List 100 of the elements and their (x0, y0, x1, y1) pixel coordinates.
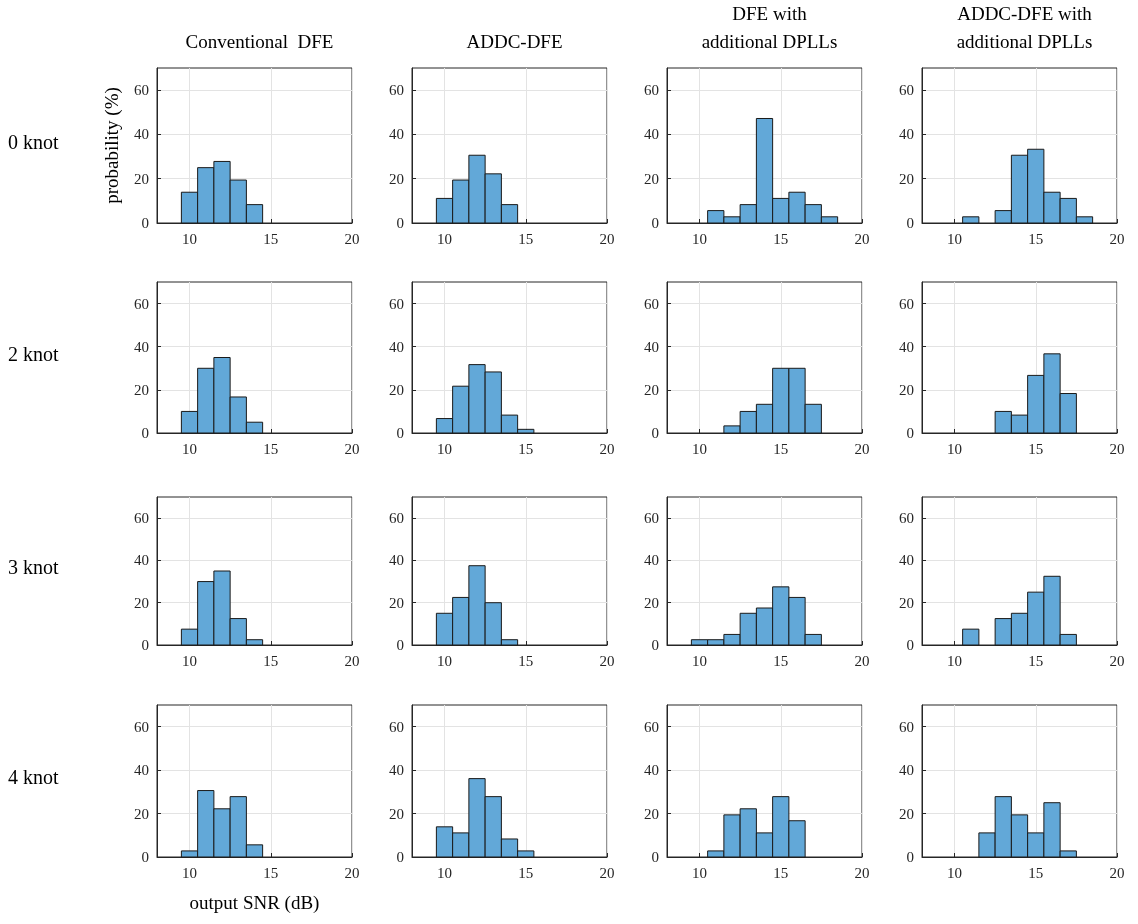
y-tick-label: 60 (644, 510, 659, 527)
x-tick-label: 20 (854, 230, 870, 247)
y-tick-label: 20 (644, 805, 659, 822)
x-tick-label: 15 (263, 864, 279, 881)
y-tick-label: 40 (134, 552, 149, 569)
x-tick-label: 15 (263, 230, 279, 247)
y-tick-label: 60 (899, 295, 914, 312)
y-tick-label: 0 (651, 637, 659, 653)
y-tick-label: 20 (644, 594, 659, 611)
y-tick-label: 0 (141, 215, 149, 231)
chart-title: DFE with additional DPLLs (701, 2, 838, 52)
y-tick-label: 0 (906, 425, 914, 441)
y-tick-label: 60 (899, 718, 914, 735)
y-tick-label: 60 (899, 82, 914, 99)
y-axis-title: probability (%) (101, 87, 123, 204)
y-tick-label: 60 (389, 510, 404, 527)
x-tick-label: 10 (947, 230, 962, 247)
y-tick-label: 40 (134, 126, 149, 143)
y-tick-label: 20 (899, 594, 914, 611)
x-tick-label: 20 (344, 864, 360, 881)
x-tick-label: 15 (518, 230, 534, 247)
y-tick-label: 60 (389, 295, 404, 312)
x-tick-label: 20 (1109, 652, 1125, 669)
y-tick-label: 60 (644, 82, 659, 99)
y-tick-label: 0 (396, 425, 404, 441)
y-tick-label: 40 (899, 552, 914, 569)
y-tick-label: 0 (396, 637, 404, 653)
x-tick-label: 15 (518, 652, 534, 669)
x-tick-label: 10 (182, 652, 197, 669)
x-tick-label: 15 (773, 440, 789, 457)
x-tick-label: 20 (854, 652, 870, 669)
text: 3 knot (8, 556, 59, 578)
x-tick-label: 20 (344, 652, 360, 669)
x-tick-label: 15 (1028, 652, 1044, 669)
y-tick-label: 40 (389, 338, 404, 355)
x-tick-label: 15 (1028, 440, 1044, 457)
x-tick-label: 10 (437, 440, 452, 457)
y-tick-label: 40 (899, 126, 914, 143)
text: 0 knot (8, 130, 59, 153)
y-tick-label: 0 (651, 215, 659, 231)
chart-title: Conventional DFE (185, 30, 334, 52)
x-tick-label: 10 (947, 864, 962, 881)
x-tick-label: 15 (773, 652, 789, 669)
y-tick-label: 20 (644, 170, 659, 187)
y-tick-label: 20 (134, 594, 149, 611)
x-tick-label: 10 (437, 652, 452, 669)
x-tick-label: 20 (1109, 440, 1125, 457)
x-tick-label: 10 (437, 230, 452, 247)
y-tick-label: 0 (906, 215, 914, 231)
y-tick-label: 20 (899, 381, 914, 398)
y-tick-label: 0 (141, 425, 149, 441)
y-tick-label: 60 (134, 82, 149, 99)
y-tick-label: 60 (644, 718, 659, 735)
x-tick-label: 20 (1109, 864, 1125, 881)
x-tick-label: 20 (854, 440, 870, 457)
x-tick-label: 15 (518, 864, 534, 881)
y-tick-label: 20 (389, 170, 404, 187)
x-tick-label: 15 (773, 864, 789, 881)
x-tick-label: 20 (599, 652, 615, 669)
y-tick-label: 0 (906, 637, 914, 653)
x-tick-label: 10 (182, 230, 197, 247)
x-tick-label: 15 (1028, 230, 1044, 247)
y-tick-label: 20 (389, 594, 404, 611)
x-tick-label: 20 (599, 440, 615, 457)
y-tick-label: 60 (389, 82, 404, 99)
x-tick-label: 15 (518, 440, 534, 457)
y-tick-label: 20 (134, 170, 149, 187)
y-tick-label: 20 (389, 805, 404, 822)
x-tick-label: 10 (182, 440, 197, 457)
y-tick-label: 60 (134, 510, 149, 527)
x-tick-label: 10 (692, 864, 707, 881)
y-tick-label: 20 (134, 381, 149, 398)
x-tick-label: 20 (599, 864, 615, 881)
x-tick-label: 10 (947, 652, 962, 669)
y-tick-label: 0 (141, 637, 149, 653)
x-tick-label: 10 (692, 230, 707, 247)
y-tick-label: 20 (134, 805, 149, 822)
y-tick-label: 0 (651, 849, 659, 865)
y-tick-label: 0 (396, 849, 404, 865)
y-tick-label: 40 (899, 338, 914, 355)
x-tick-label: 15 (773, 230, 789, 247)
y-tick-label: 0 (651, 425, 659, 441)
y-tick-label: 40 (389, 126, 404, 143)
x-tick-label: 20 (854, 864, 870, 881)
y-tick-label: 40 (134, 762, 149, 779)
y-tick-label: 20 (899, 805, 914, 822)
x-tick-label: 10 (692, 652, 707, 669)
x-tick-label: 20 (599, 230, 615, 247)
y-tick-label: 0 (906, 849, 914, 865)
y-tick-label: 0 (141, 849, 149, 865)
y-tick-label: 40 (644, 762, 659, 779)
y-tick-label: 20 (389, 381, 404, 398)
y-tick-label: 40 (389, 762, 404, 779)
y-tick-label: 40 (134, 338, 149, 355)
x-tick-label: 10 (437, 864, 452, 881)
x-tick-label: 10 (182, 864, 197, 881)
y-tick-label: 20 (899, 170, 914, 187)
y-tick-label: 60 (899, 510, 914, 527)
x-tick-label: 20 (1109, 230, 1125, 247)
x-tick-label: 10 (947, 440, 962, 457)
